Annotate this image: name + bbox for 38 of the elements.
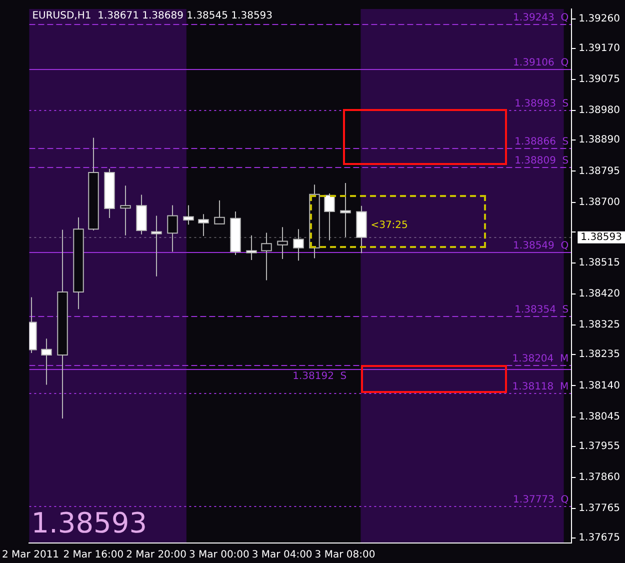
- x-tick-label: 2 Mar 20:00: [126, 550, 187, 561]
- ref-line-label: 1.39243 Q: [513, 12, 569, 24]
- y-tick-label: 1.38980: [578, 105, 620, 116]
- y-tick-label: 1.38890: [578, 134, 620, 146]
- ref-line-label: 1.38866 S: [514, 136, 569, 148]
- ref-line-label: 1.38593: [580, 232, 622, 243]
- y-tick-label: 1.38795: [578, 166, 620, 177]
- x-tick-label: 3 Mar 04:00: [252, 550, 312, 561]
- y-tick-label: 1.39075: [578, 74, 620, 86]
- ref-line-label: 1.39106 Q: [513, 58, 569, 69]
- ref-line-label: 1.38192 S: [292, 371, 347, 382]
- y-tick-label: 1.37955: [578, 440, 620, 452]
- x-tick-label: 3 Mar 00:00: [188, 550, 250, 561]
- ref-line-label: 1.38809 S: [514, 156, 569, 167]
- y-tick-label: 1.38140: [578, 380, 620, 392]
- y-tick-label: 1.38235: [578, 349, 620, 360]
- y-tick-label: 1.38515: [578, 257, 620, 268]
- y-tick-label: 1.37860: [578, 472, 620, 484]
- y-tick-label: 1.38045: [578, 411, 620, 422]
- ref-line-label: 1.38549 Q: [513, 240, 569, 252]
- ref-line-label: 1.38354 S: [514, 304, 569, 316]
- x-tick-label: 3 Mar 08:00: [314, 550, 376, 561]
- y-tick-label: 1.38325: [578, 320, 620, 331]
- x-tick-label: 2 Mar 2011: [2, 550, 60, 561]
- x-tick-label: 2 Mar 16:00: [63, 550, 124, 561]
- y-tick-label: 1.38420: [578, 288, 620, 300]
- ref-line-label: 1.37773 Q: [513, 494, 569, 506]
- ref-line-label: 1.38118 M: [512, 382, 569, 393]
- y-tick-label: 1.39260: [578, 13, 620, 24]
- ref-line-label: 1.38983 S: [514, 98, 569, 110]
- annotation: 1.38593: [31, 506, 148, 540]
- y-tick-label: 1.39170: [578, 42, 620, 54]
- y-tick-label: 1.37765: [578, 503, 620, 514]
- chart-title: EURUSD,H1 1.38671 1.38689 1.38545 1.38593: [32, 10, 273, 22]
- y-tick-label: 1.38700: [578, 196, 620, 208]
- annotation: <37:25: [370, 220, 408, 231]
- ref-line-label: 1.38204 M: [512, 354, 569, 365]
- y-tick-label: 1.37675: [578, 532, 620, 544]
